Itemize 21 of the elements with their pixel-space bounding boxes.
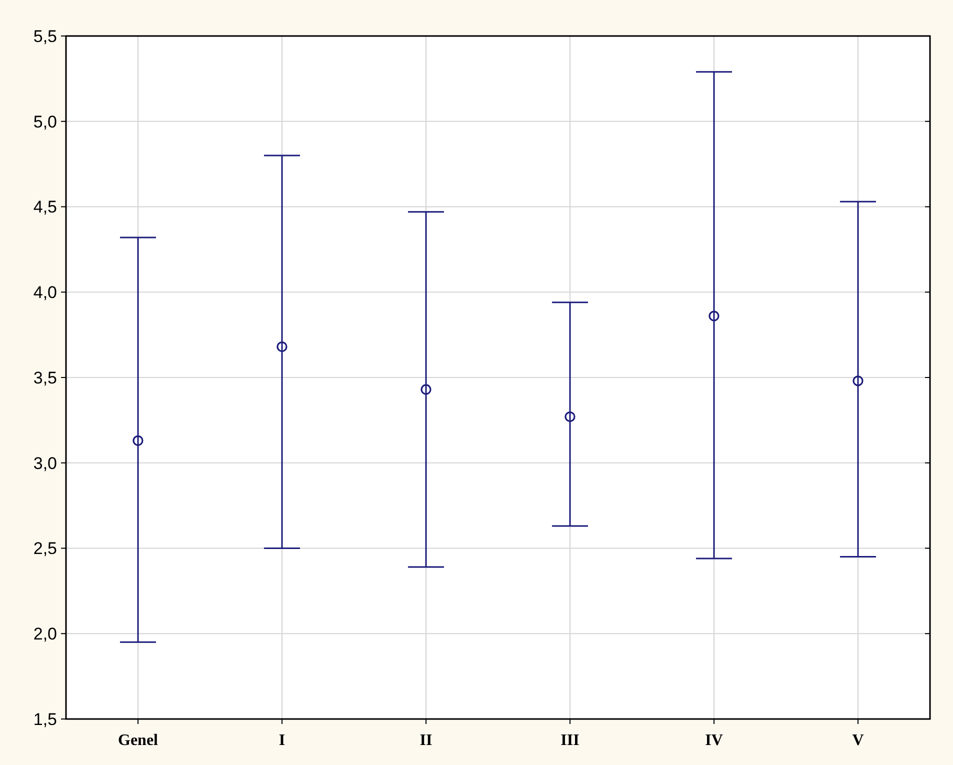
y-tick-label: 4,5 [33, 198, 57, 217]
y-tick-label: 4,0 [33, 283, 57, 302]
y-tick-label: 5,5 [33, 26, 57, 46]
y-tick-label: 1,5 [33, 710, 57, 729]
x-tick-label: I [278, 732, 286, 749]
x-tick-label: III [560, 732, 580, 749]
point [852, 376, 864, 386]
point [708, 310, 720, 322]
x-tick-label: Genel [118, 732, 159, 749]
point [420, 384, 432, 395]
x-tick-label: IV [705, 732, 724, 749]
point [276, 341, 288, 352]
y-tick-label: 3,0 [33, 454, 57, 473]
y-tick-label: 2,0 [33, 624, 57, 644]
point [132, 435, 144, 446]
y-tick-label: 2,5 [33, 539, 57, 558]
y-tick-label: 5,0 [33, 112, 57, 132]
x-tick-label: II [420, 732, 432, 749]
y-tick-label: 3,5 [33, 368, 57, 388]
x-tick-label: V [852, 732, 864, 749]
point [564, 411, 576, 422]
